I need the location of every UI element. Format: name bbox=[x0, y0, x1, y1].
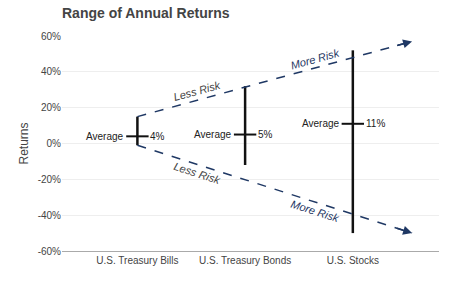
svg-text:More Risk: More Risk bbox=[289, 198, 340, 225]
svg-text:60%: 60% bbox=[41, 31, 61, 42]
svg-text:Average: Average bbox=[86, 131, 124, 142]
svg-text:Average: Average bbox=[302, 118, 340, 129]
svg-text:0%: 0% bbox=[47, 138, 62, 149]
svg-text:4%: 4% bbox=[150, 131, 165, 142]
svg-text:Range of Annual Returns: Range of Annual Returns bbox=[62, 5, 230, 21]
svg-text:U.S. Treasury Bills: U.S. Treasury Bills bbox=[96, 255, 178, 266]
svg-text:Less Risk: Less Risk bbox=[172, 79, 222, 103]
svg-text:20%: 20% bbox=[41, 102, 61, 113]
svg-text:Average: Average bbox=[194, 129, 232, 140]
svg-text:Less Risk: Less Risk bbox=[172, 160, 222, 186]
svg-text:40%: 40% bbox=[41, 66, 61, 77]
svg-text:5%: 5% bbox=[258, 129, 273, 140]
svg-text:11%: 11% bbox=[366, 118, 385, 129]
svg-text:Returns: Returns bbox=[17, 122, 31, 164]
svg-text:-40%: -40% bbox=[38, 210, 61, 221]
svg-text:U.S. Stocks: U.S. Stocks bbox=[327, 255, 379, 266]
svg-text:-60%: -60% bbox=[38, 246, 61, 257]
svg-text:U.S. Treasury Bonds: U.S. Treasury Bonds bbox=[199, 255, 291, 266]
svg-text:More Risk: More Risk bbox=[289, 47, 340, 72]
svg-text:-20%: -20% bbox=[38, 174, 61, 185]
